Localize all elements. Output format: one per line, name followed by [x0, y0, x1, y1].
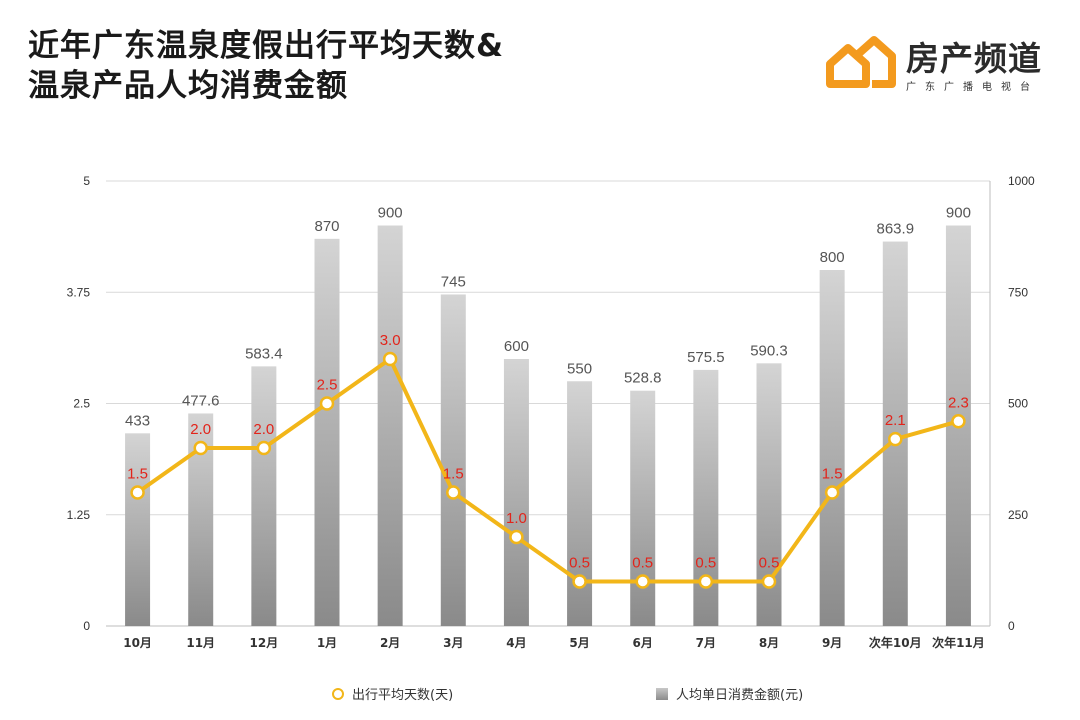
bar-value-label: 433 [125, 412, 150, 429]
bar [567, 381, 593, 626]
x-tick-label: 10月 [123, 636, 152, 650]
line-point [446, 485, 461, 500]
y-left-tick-label: 5 [83, 174, 90, 188]
line-point [256, 440, 272, 456]
bar-value-label: 863.9 [877, 221, 915, 238]
line-point [951, 414, 966, 429]
line-value-label: 0.5 [632, 555, 653, 572]
bar [440, 294, 466, 626]
x-tick-label: 次年10月 [869, 635, 922, 650]
bar-value-label: 800 [820, 249, 845, 266]
line-value-label: 1.5 [127, 466, 148, 483]
line-point [130, 485, 145, 500]
bar [377, 225, 403, 626]
x-tick-label: 6月 [633, 636, 653, 650]
line-value-label: 1.0 [506, 510, 527, 527]
x-tick-label: 2月 [380, 636, 400, 650]
chart-legend: 出行平均天数(天) 人均单日消费金额(元) [0, 684, 1080, 708]
bar-value-label: 900 [378, 205, 403, 222]
legend-item-days: 出行平均天数(天) [332, 684, 453, 703]
legend-line-label: 出行平均天数(天) [352, 688, 454, 703]
line-value-label: 2.0 [253, 421, 274, 438]
y-right-tick-label: 0 [1008, 619, 1015, 633]
y-right-tick-label: 500 [1008, 397, 1028, 411]
x-tick-label: 12月 [250, 636, 279, 650]
bar-value-label: 745 [441, 273, 466, 290]
bar-value-label: 900 [946, 205, 971, 222]
bar-value-label: 575.5 [687, 349, 725, 366]
legend-line-marker-icon [332, 687, 344, 700]
bar-value-label: 477.6 [182, 392, 220, 409]
line-value-label: 1.5 [822, 466, 843, 483]
y-left-tick-label: 1.25 [67, 508, 91, 522]
x-tick-label: 7月 [696, 636, 716, 650]
line-point [382, 351, 398, 367]
line-value-label: 2.1 [885, 412, 906, 429]
x-tick-label: 11月 [186, 636, 215, 650]
bar-value-label: 590.3 [750, 342, 788, 359]
x-tick-label: 1月 [317, 636, 337, 650]
x-tick-label: 4月 [506, 636, 526, 650]
chart: 0 1.25 2.5 3.75 5 0 250 500 750 1000 433 477.6 583.4… [67, 174, 1035, 650]
bar-value-label: 583.4 [245, 345, 283, 362]
bar [630, 390, 656, 626]
x-tick-label: 5月 [569, 636, 589, 650]
y-right-tick-label: 250 [1008, 508, 1028, 522]
line-value-label: 1.5 [443, 466, 464, 483]
bar [503, 359, 529, 626]
bar [251, 366, 277, 626]
brand-logo: 房产频道 广东广播电视台 [826, 30, 1046, 94]
house-logo-icon [826, 36, 896, 88]
x-tick-label: 9月 [822, 636, 842, 650]
line-point [509, 529, 524, 545]
legend-bar-swatch-icon [656, 687, 668, 700]
line-point [698, 574, 714, 589]
bar-value-label: 870 [314, 218, 339, 235]
y-left-tick-label: 0 [83, 619, 90, 633]
x-tick-label: 8月 [759, 636, 779, 650]
line-point [319, 396, 335, 411]
line-value-label: 3.0 [380, 332, 401, 349]
line-point [572, 574, 587, 589]
y-right-tick-label: 750 [1008, 285, 1028, 299]
legend-item-spend: 人均单日消费金额(元) [656, 684, 803, 703]
line-value-label: 2.3 [948, 394, 969, 411]
logo-name: 房产频道 [906, 39, 1042, 78]
bar [819, 270, 845, 626]
bar-value-label: 528.8 [624, 370, 662, 387]
x-tick-label: 3月 [443, 636, 463, 650]
bar-value-label: 600 [504, 338, 529, 355]
page-title: 近年广东温泉度假出行平均天数& 温泉产品人均消费金额 [28, 26, 504, 106]
line-value-label: 0.5 [759, 555, 780, 572]
line-point [824, 485, 840, 500]
bar [314, 238, 340, 626]
title-line-1: 近年广东温泉度假出行平均天数& [28, 28, 505, 64]
line-point [761, 574, 777, 589]
line-point [193, 440, 208, 456]
line-value-label: 0.5 [569, 555, 590, 572]
y-left-tick-label: 2.5 [73, 397, 90, 411]
line-value-label: 2.0 [190, 421, 211, 438]
x-tick-label: 次年11月 [932, 635, 985, 650]
line-value-label: 2.5 [317, 377, 338, 394]
line-point [635, 574, 650, 589]
line-series-days [136, 357, 959, 584]
logo-subtitle: 广东广播电视台 [906, 82, 1039, 93]
line-point [888, 431, 903, 447]
legend-bar-label: 人均单日消费金额(元) [676, 688, 804, 703]
y-right-tick-label: 1000 [1008, 174, 1035, 188]
line-value-label: 0.5 [695, 555, 716, 572]
bar [125, 433, 151, 626]
y-left-tick-label: 3.75 [67, 285, 91, 299]
title-line-2: 温泉产品人均消费金额 [28, 68, 348, 104]
bar-value-label: 550 [567, 360, 592, 377]
